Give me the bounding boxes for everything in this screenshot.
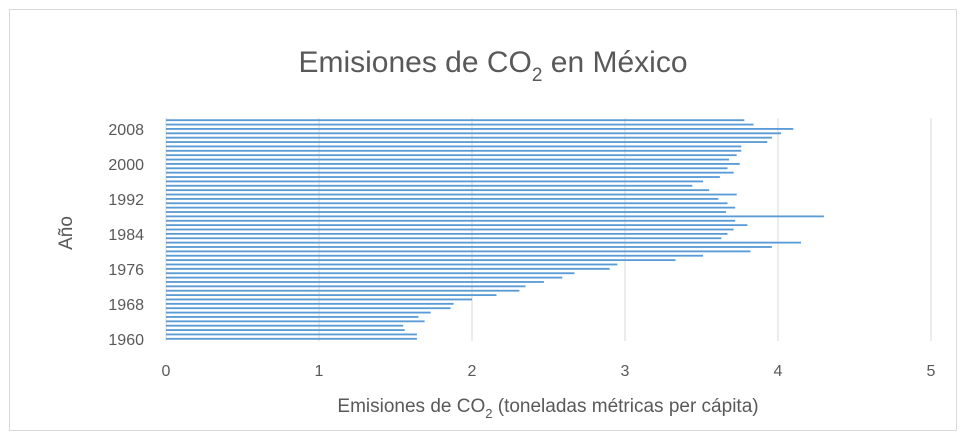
bar-2008 [166, 128, 794, 130]
bar-1972 [166, 285, 526, 288]
x-tick-labels: 0 1 2 3 4 5 [162, 363, 936, 380]
bar-1987 [166, 219, 736, 222]
bar-2000 [166, 162, 740, 165]
y-tick-label-1976: 1976 [108, 262, 144, 279]
bar-1971 [166, 289, 520, 292]
bar-1986 [166, 224, 748, 227]
bar-1962 [166, 329, 405, 331]
bar-2003 [166, 149, 742, 152]
x-axis-title-suffix: (toneladas métricas per cápita) [492, 396, 758, 417]
bar-1998 [166, 171, 734, 174]
bars-group [166, 119, 824, 340]
x-tick-label-0: 0 [162, 363, 171, 380]
bar-1960 [166, 337, 417, 340]
y-tick-label-1968: 1968 [108, 297, 144, 314]
bar-1985 [166, 228, 734, 231]
x-tick-label-3: 3 [621, 363, 630, 380]
bar-1974 [166, 276, 563, 279]
bar-2009 [166, 123, 754, 126]
bar-1984 [166, 232, 728, 235]
bar-2007 [166, 132, 782, 135]
bar-1961 [166, 333, 417, 336]
chart-title-subscript: 2 [532, 65, 543, 86]
bar-1994 [166, 189, 710, 192]
bar-2004 [166, 145, 742, 148]
x-axis-title: Emisiones de CO2 (toneladas métricas per… [337, 396, 758, 421]
y-tick-label-1984: 1984 [108, 227, 144, 244]
bar-1993 [166, 193, 737, 196]
bar-1968 [166, 302, 454, 305]
bar-1983 [166, 237, 722, 240]
bar-2001 [166, 158, 730, 161]
x-axis-title-subscript: 2 [485, 406, 492, 421]
chart-title-suffix: en México [542, 46, 687, 79]
bar-1996 [166, 180, 704, 183]
y-tick-label-1960: 1960 [108, 332, 144, 349]
bar-1964 [166, 320, 425, 323]
bar-1965 [166, 316, 419, 318]
bar-2006 [166, 136, 772, 139]
bar-2005 [166, 141, 768, 143]
bar-1989 [166, 211, 726, 213]
bar-1982 [166, 241, 801, 244]
chart-title-main: Emisiones de CO [298, 46, 531, 79]
bar-1966 [166, 311, 431, 314]
bar-1992 [166, 197, 719, 200]
y-tick-label-2008: 2008 [108, 122, 144, 139]
bar-1976 [166, 267, 610, 270]
bar-1995 [166, 184, 693, 187]
bar-1978 [166, 259, 676, 262]
bar-1967 [166, 307, 451, 310]
bar-1977 [166, 263, 618, 266]
bar-1988 [166, 215, 824, 218]
bar-1997 [166, 176, 720, 178]
x-tick-label-5: 5 [927, 363, 936, 380]
y-tick-label-1992: 1992 [108, 192, 144, 209]
bar-1999 [166, 167, 728, 170]
x-tick-label-2: 2 [468, 363, 477, 380]
y-tick-labels: 1960 1968 1976 1984 1992 2000 2008 [108, 122, 144, 349]
x-tick-label-4: 4 [774, 363, 783, 380]
chart-title: Emisiones de CO2 en México [298, 46, 687, 86]
bar-1970 [166, 294, 497, 297]
bar-1980 [166, 250, 751, 253]
x-axis-title-main: Emisiones de CO [337, 396, 485, 417]
bar-1990 [166, 206, 736, 209]
bar-1981 [166, 246, 772, 248]
bar-1991 [166, 202, 728, 205]
bar-1973 [166, 281, 544, 283]
bar-2010 [166, 119, 745, 122]
bar-1975 [166, 272, 575, 275]
bar-2002 [166, 154, 737, 157]
bar-1969 [166, 298, 472, 301]
x-tick-label-1: 1 [315, 363, 324, 380]
y-tick-label-2000: 2000 [108, 157, 144, 174]
bar-1963 [166, 324, 404, 327]
y-axis-title: Año [56, 216, 77, 250]
bar-1979 [166, 254, 704, 257]
